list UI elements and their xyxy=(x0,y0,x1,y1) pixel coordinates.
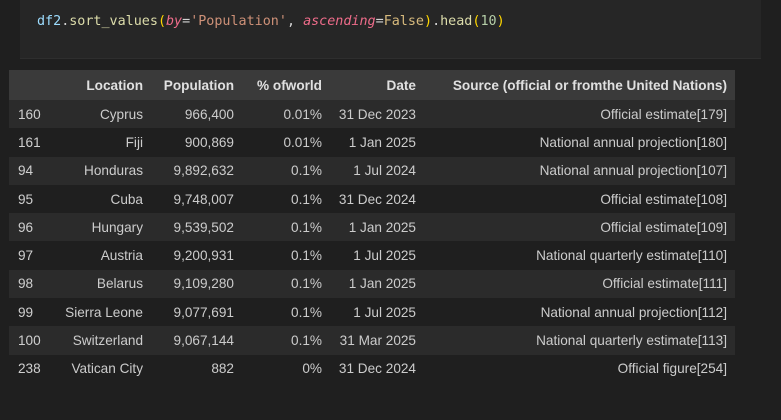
cell-source: Official estimate[109] xyxy=(424,213,735,242)
table-row: 160 Cyprus 966,400 0.01% 31 Dec 2023 Off… xyxy=(9,100,735,129)
code-cell[interactable]: df2.sort_values(by='Population', ascendi… xyxy=(20,0,761,59)
code-line[interactable]: df2.sort_values(by='Population', ascendi… xyxy=(37,14,505,29)
cell-location: Switzerland xyxy=(57,326,151,355)
cell-percent-of-world: 0.01% xyxy=(242,100,330,129)
table-row: 98 Belarus 9,109,280 0.1% 1 Jan 2025 Off… xyxy=(9,269,735,299)
code-open-paren: ( xyxy=(472,14,481,29)
table-header-row: Location Population % ofworld Date Sourc… xyxy=(9,70,735,100)
cell-source: National quarterly estimate[110] xyxy=(424,241,735,270)
cell-date: 1 Jan 2025 xyxy=(330,269,424,299)
cell-index: 100 xyxy=(9,326,57,355)
cell-date: 1 Jul 2025 xyxy=(330,298,424,327)
table-row: 94 Honduras 9,892,632 0.1% 1 Jul 2024 Na… xyxy=(9,156,735,185)
table-row: 100 Switzerland 9,067,144 0.1% 31 Mar 20… xyxy=(9,326,735,355)
header-location: Location xyxy=(57,70,151,100)
dataframe-table: Location Population % ofworld Date Sourc… xyxy=(9,70,735,383)
cell-population: 9,200,931 xyxy=(151,241,242,270)
code-kwarg-by: by xyxy=(166,14,183,29)
cell-population: 9,748,007 xyxy=(151,184,242,214)
cell-percent-of-world: 0% xyxy=(242,354,330,383)
code-const-false: False xyxy=(383,14,424,29)
cell-percent-of-world: 0.1% xyxy=(242,241,330,270)
code-close-paren: ) xyxy=(496,14,505,29)
code-close-paren: ) xyxy=(424,14,433,29)
cell-percent-of-world: 0.1% xyxy=(242,326,330,355)
cell-location: Sierra Leone xyxy=(57,298,151,327)
code-equals: = xyxy=(182,14,191,29)
code-equals: = xyxy=(375,14,384,29)
code-number-ten: 10 xyxy=(480,14,497,29)
code-string-population: 'Population' xyxy=(190,14,287,29)
code-method-head: head xyxy=(440,14,473,29)
cell-source: Official estimate[111] xyxy=(424,269,735,299)
cell-population: 9,109,280 xyxy=(151,269,242,299)
code-open-paren: ( xyxy=(157,14,166,29)
cell-population: 966,400 xyxy=(151,100,242,129)
cell-index: 160 xyxy=(9,100,57,129)
cell-date: 1 Jul 2024 xyxy=(330,156,424,185)
cell-percent-of-world: 0.1% xyxy=(242,184,330,214)
cell-location: Cyprus xyxy=(57,100,151,129)
cell-output: Location Population % ofworld Date Sourc… xyxy=(9,70,735,383)
cell-population: 9,892,632 xyxy=(151,156,242,185)
cell-index: 238 xyxy=(9,354,57,383)
code-kwarg-ascending: ascending xyxy=(303,14,376,29)
cell-location: Hungary xyxy=(57,213,151,242)
cell-source: National annual projection[180] xyxy=(424,128,735,157)
cell-index: 97 xyxy=(9,241,57,270)
cell-index: 161 xyxy=(9,128,57,157)
code-dataframe-name: df2 xyxy=(37,14,62,29)
cell-index: 99 xyxy=(9,298,57,327)
table-row: 161 Fiji 900,869 0.01% 1 Jan 2025 Nation… xyxy=(9,128,735,157)
cell-date: 31 Dec 2024 xyxy=(330,354,424,383)
table-row: 99 Sierra Leone 9,077,691 0.1% 1 Jul 202… xyxy=(9,298,735,327)
cell-date: 31 Dec 2024 xyxy=(330,184,424,214)
cell-location: Vatican City xyxy=(57,354,151,383)
cell-source: Official figure[254] xyxy=(424,354,735,383)
cell-source: Official estimate[179] xyxy=(424,100,735,129)
cell-location: Fiji xyxy=(57,128,151,157)
cell-date: 31 Mar 2025 xyxy=(330,326,424,355)
cell-population: 9,077,691 xyxy=(151,298,242,327)
cell-population: 9,539,502 xyxy=(151,213,242,242)
cell-population: 882 xyxy=(151,354,242,383)
cell-index: 96 xyxy=(9,213,57,242)
cell-index: 94 xyxy=(9,156,57,185)
header-source: Source (official or fromthe United Natio… xyxy=(424,70,735,100)
cell-index: 98 xyxy=(9,269,57,299)
code-dot: . xyxy=(432,14,441,29)
cell-percent-of-world: 0.1% xyxy=(242,213,330,242)
cell-source: Official estimate[108] xyxy=(424,184,735,214)
code-comma: , xyxy=(286,14,304,29)
cell-source: National annual projection[107] xyxy=(424,156,735,185)
header-population: Population xyxy=(151,70,242,100)
cell-percent-of-world: 0.1% xyxy=(242,269,330,299)
code-method-sort-values: sort_values xyxy=(69,14,158,29)
cell-population: 900,869 xyxy=(151,128,242,157)
header-percent-of-world: % ofworld xyxy=(242,70,330,100)
cell-source: National quarterly estimate[113] xyxy=(424,326,735,355)
table-row: 95 Cuba 9,748,007 0.1% 31 Dec 2024 Offic… xyxy=(9,184,735,214)
table-row: 96 Hungary 9,539,502 0.1% 1 Jan 2025 Off… xyxy=(9,213,735,242)
table-row: 238 Vatican City 882 0% 31 Dec 2024 Offi… xyxy=(9,354,735,383)
cell-population: 9,067,144 xyxy=(151,326,242,355)
cell-location: Belarus xyxy=(57,269,151,299)
cell-date: 1 Jan 2025 xyxy=(330,128,424,157)
cell-date: 1 Jul 2025 xyxy=(330,241,424,270)
cell-source: National annual projection[112] xyxy=(424,298,735,327)
cell-date: 31 Dec 2023 xyxy=(330,100,424,129)
cell-percent-of-world: 0.1% xyxy=(242,156,330,185)
cell-location: Honduras xyxy=(57,156,151,185)
cell-date: 1 Jan 2025 xyxy=(330,213,424,242)
header-date: Date xyxy=(330,70,424,100)
cell-index: 95 xyxy=(9,184,57,214)
cell-percent-of-world: 0.1% xyxy=(242,298,330,327)
cell-location: Cuba xyxy=(57,184,151,214)
header-index xyxy=(9,70,57,100)
cell-percent-of-world: 0.01% xyxy=(242,128,330,157)
cell-location: Austria xyxy=(57,241,151,270)
table-row: 97 Austria 9,200,931 0.1% 1 Jul 2025 Nat… xyxy=(9,241,735,270)
code-dot: . xyxy=(61,14,70,29)
